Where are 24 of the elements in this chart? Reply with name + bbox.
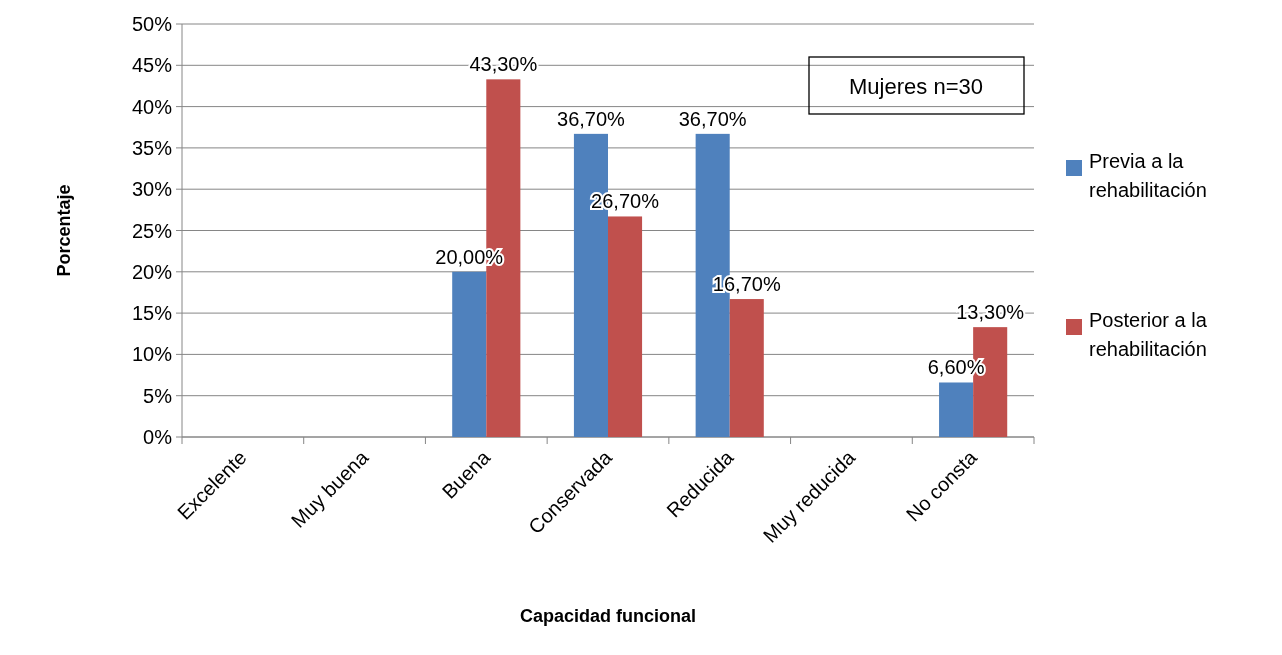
data-label: 36,70%	[557, 107, 626, 130]
y-tick-label: 45%	[131, 54, 173, 77]
y-tick-label: 30%	[131, 178, 173, 201]
bar	[608, 216, 643, 437]
y-tick-label: 0%	[143, 426, 173, 448]
bar	[729, 299, 764, 437]
legend-label: Previa a la rehabilitación	[1089, 150, 1207, 201]
y-tick-label: 35%	[131, 136, 173, 159]
y-tick-label: 25%	[131, 219, 173, 242]
data-label: 36,70%	[678, 107, 747, 130]
y-tick-label: 50%	[131, 13, 173, 35]
legend-label: Posterior a la rehabilitación	[1089, 309, 1208, 360]
y-tick-label: 20%	[131, 260, 173, 283]
y-tick-label: 10%	[131, 343, 173, 366]
data-label: 13,30%	[956, 301, 1025, 324]
annotation: Mujeres n=30	[849, 73, 983, 99]
y-tick-label: 40%	[131, 95, 173, 118]
bar	[452, 271, 487, 437]
y-tick-label: 15%	[131, 302, 173, 325]
y-axis-title: Porcentaje	[54, 184, 74, 277]
data-label: 43,30%	[469, 53, 538, 76]
bar	[939, 382, 974, 437]
x-axis-title: Capacidad funcional	[519, 606, 697, 626]
y-tick-label: 5%	[143, 384, 173, 407]
